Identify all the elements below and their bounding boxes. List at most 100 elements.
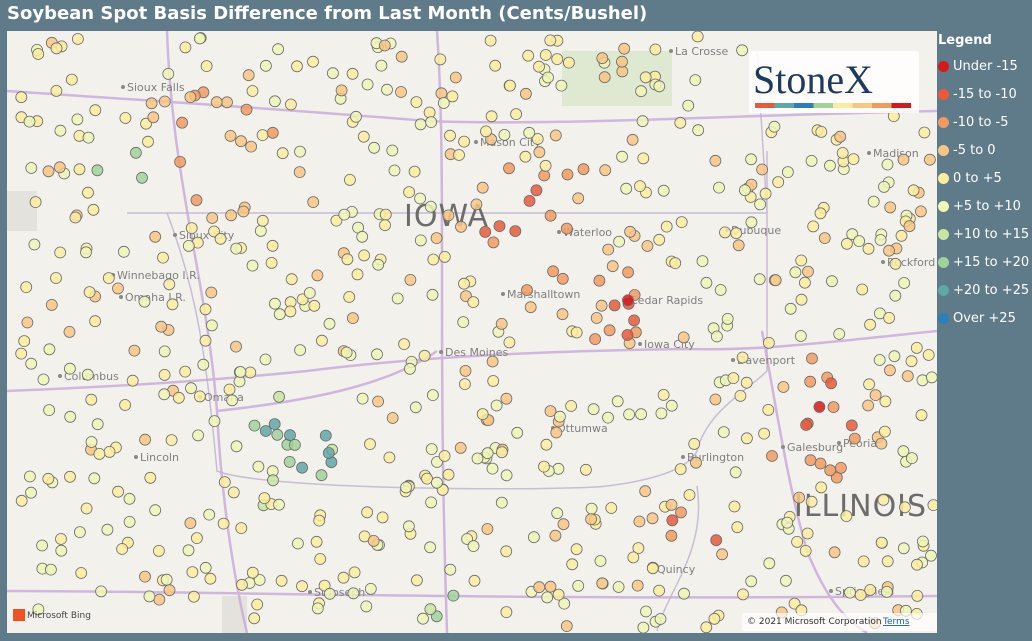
- terms-link[interactable]: Terms: [882, 617, 910, 627]
- site-marker: [784, 302, 797, 315]
- site-marker: [657, 184, 670, 197]
- site-marker: [884, 364, 896, 377]
- site-marker: [227, 486, 240, 499]
- site-marker: [616, 150, 628, 163]
- site-marker: [480, 125, 492, 138]
- legend-item[interactable]: -5 to 0: [938, 136, 1032, 164]
- city-dot: [881, 260, 885, 264]
- site-marker: [847, 153, 860, 166]
- site-marker: [293, 166, 306, 179]
- site-marker: [789, 266, 802, 279]
- site-marker: [18, 335, 31, 348]
- site-marker: [288, 438, 301, 451]
- site-marker: [826, 275, 838, 288]
- legend-item[interactable]: +15 to +20: [938, 248, 1032, 276]
- site-marker: [347, 587, 360, 600]
- site-marker: [424, 200, 437, 213]
- site-marker: [487, 375, 500, 387]
- site-marker: [364, 438, 376, 451]
- site-marker: [635, 408, 647, 421]
- site-marker: [523, 194, 536, 207]
- site-marker: [42, 165, 55, 178]
- legend-item[interactable]: +10 to +15: [938, 220, 1032, 248]
- site-marker: [824, 159, 836, 172]
- site-marker: [611, 395, 624, 408]
- site-marker: [192, 429, 205, 442]
- attribution: Microsoft Bing © 2021 Microsoft Corporat…: [13, 609, 937, 631]
- site-marker: [879, 425, 891, 438]
- city-label: Des Moines: [445, 346, 508, 359]
- site-marker: [669, 257, 682, 270]
- site-marker: [467, 296, 480, 309]
- site-marker: [335, 84, 348, 97]
- site-marker: [622, 294, 634, 307]
- site-marker: [596, 577, 609, 590]
- site-marker: [883, 311, 895, 324]
- site-marker: [737, 588, 749, 601]
- site-marker: [379, 219, 391, 232]
- site-marker: [763, 557, 776, 570]
- site-marker: [618, 42, 631, 55]
- site-marker: [190, 532, 203, 545]
- site-marker: [711, 330, 723, 343]
- city-dot: [829, 589, 833, 593]
- site-marker: [313, 514, 326, 527]
- legend-item[interactable]: Over +25: [938, 304, 1032, 332]
- site-marker: [103, 445, 116, 458]
- site-marker: [254, 224, 267, 237]
- site-marker: [182, 239, 195, 252]
- site-marker: [408, 165, 421, 178]
- site-marker: [116, 543, 128, 555]
- legend-item[interactable]: +20 to +25: [938, 276, 1032, 304]
- site-marker: [425, 116, 438, 128]
- site-marker: [572, 580, 585, 592]
- site-marker: [853, 235, 865, 248]
- site-marker: [542, 71, 554, 84]
- site-marker: [500, 545, 513, 558]
- site-marker: [552, 588, 565, 601]
- site-marker: [655, 407, 668, 420]
- site-marker: [780, 574, 792, 587]
- site-marker: [814, 457, 827, 470]
- site-marker: [682, 99, 695, 112]
- site-marker: [530, 184, 543, 197]
- legend-item[interactable]: 0 to +5: [938, 164, 1032, 192]
- site-marker: [918, 126, 931, 139]
- site-marker: [139, 570, 151, 583]
- site-marker: [152, 545, 165, 557]
- site-marker: [357, 130, 370, 143]
- site-marker: [224, 130, 237, 142]
- site-marker: [242, 69, 255, 82]
- site-marker: [20, 281, 33, 294]
- legend-item[interactable]: -15 to -10: [938, 80, 1032, 108]
- legend-item[interactable]: Under -15: [938, 52, 1032, 80]
- site-marker: [595, 299, 608, 312]
- city-dot: [557, 230, 561, 234]
- site-marker: [425, 496, 438, 509]
- site-marker: [203, 508, 216, 521]
- site-marker: [739, 184, 751, 197]
- site-marker: [80, 246, 92, 259]
- site-marker: [21, 316, 34, 329]
- site-marker: [665, 399, 678, 412]
- site-marker: [200, 60, 213, 72]
- site-marker: [873, 354, 886, 366]
- site-marker: [745, 575, 758, 588]
- site-marker: [217, 517, 230, 530]
- site-marker: [476, 181, 489, 194]
- site-marker: [815, 481, 828, 494]
- site-marker: [675, 216, 688, 229]
- site-marker: [621, 329, 634, 341]
- site-marker: [539, 49, 552, 61]
- site-marker: [632, 542, 645, 554]
- legend-item[interactable]: +5 to +10: [938, 192, 1032, 220]
- legend-item[interactable]: -10 to -5: [938, 108, 1032, 136]
- site-marker: [806, 352, 818, 365]
- site-marker: [689, 74, 702, 86]
- logo-bar: [755, 103, 911, 108]
- site-marker: [653, 80, 666, 93]
- site-marker: [734, 389, 747, 402]
- site-marker: [248, 419, 261, 432]
- site-marker: [438, 450, 451, 462]
- site-marker: [398, 338, 411, 351]
